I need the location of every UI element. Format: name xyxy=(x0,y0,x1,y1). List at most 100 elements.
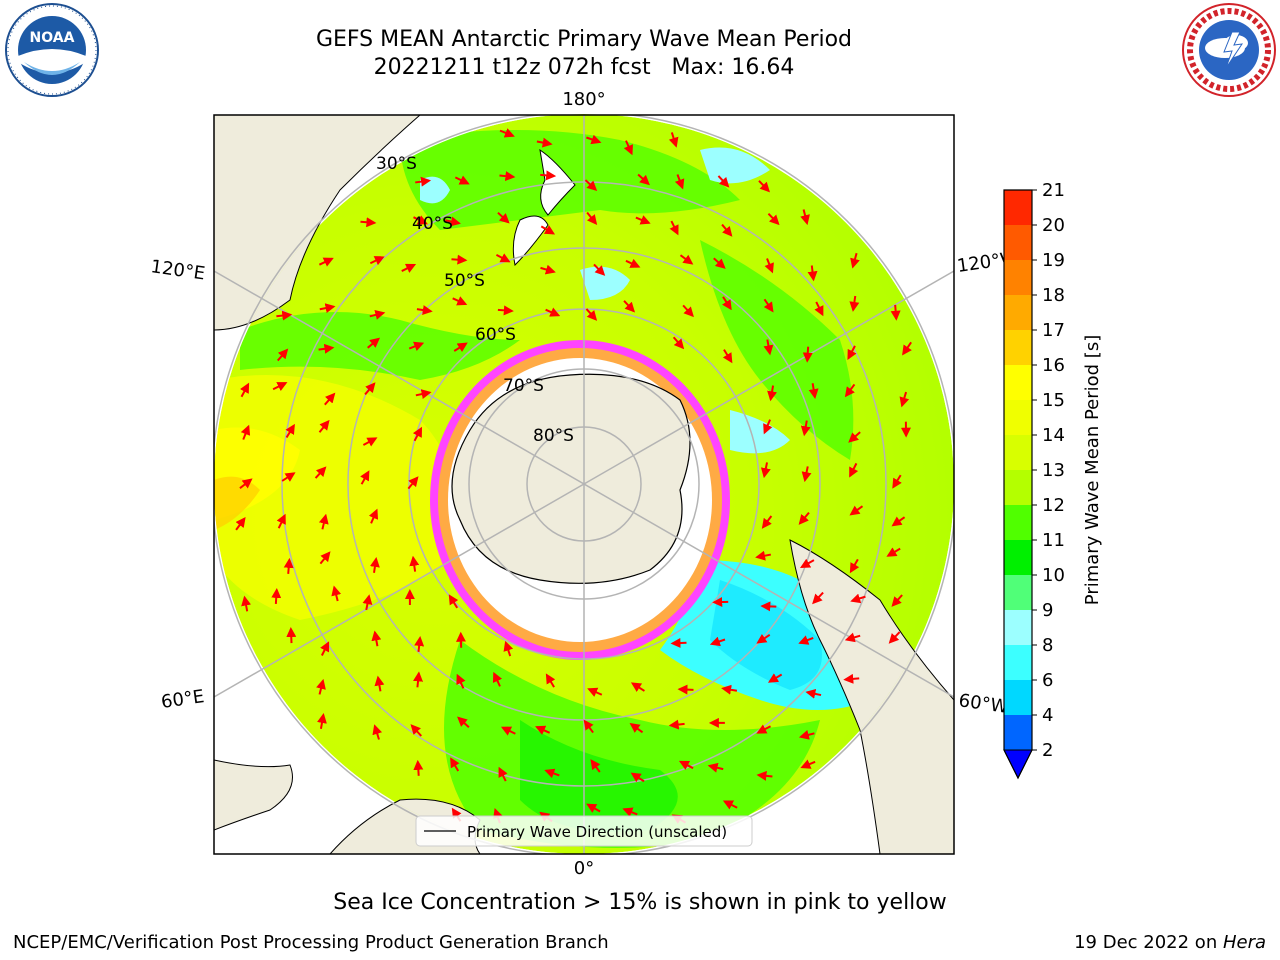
colorbar-block xyxy=(1004,505,1032,540)
lat-label-40s: 40°S xyxy=(412,214,453,234)
wave-direction-arrow xyxy=(677,684,694,695)
colorbar-block xyxy=(1004,680,1032,715)
wave-direction-arrow xyxy=(415,176,432,187)
wave-direction-arrow xyxy=(416,305,433,315)
wave-direction-arrow xyxy=(369,310,386,320)
colorbar-tick-label: 8 xyxy=(1042,635,1053,656)
wave-direction-arrow xyxy=(899,391,910,408)
wave-direction-arrow xyxy=(409,555,420,572)
colorbar-tick-label: 16 xyxy=(1042,355,1065,376)
wave-direction-arrow xyxy=(713,257,726,269)
wave-direction-arrow xyxy=(241,595,251,612)
wave-direction-arrow xyxy=(802,346,813,363)
footer-date: 19 Dec 2022 on Hera xyxy=(1074,932,1266,953)
wave-direction-arrow xyxy=(848,431,861,443)
wave-direction-arrow xyxy=(457,716,470,729)
wave-direction-arrow xyxy=(637,173,650,186)
wave-direction-arrow xyxy=(586,211,598,226)
wave-direction-arrow xyxy=(540,264,556,275)
wave-direction-arrow xyxy=(760,462,771,479)
wave-direction-arrow xyxy=(454,175,470,185)
wave-direction-arrow xyxy=(412,426,423,442)
noaa-logo: NOAA xyxy=(5,3,99,97)
wave-direction-arrow xyxy=(586,134,602,145)
wave-direction-arrow xyxy=(672,336,685,350)
wave-direction-arrow xyxy=(623,300,635,313)
colorbar-block xyxy=(1004,645,1032,680)
colorbar-block xyxy=(1004,260,1032,295)
colorbar-block xyxy=(1004,190,1032,225)
wave-direction-arrow xyxy=(670,638,687,648)
colorbar-tick-label: 15 xyxy=(1042,390,1065,411)
wave-direction-arrow xyxy=(360,217,377,228)
wave-direction-arrow xyxy=(415,389,432,400)
wave-direction-arrow xyxy=(239,478,253,489)
wave-direction-arrow xyxy=(801,466,812,483)
wave-direction-arrow xyxy=(807,265,818,282)
wave-direction-arrow xyxy=(886,547,901,557)
wave-direction-arrow xyxy=(536,137,553,148)
colorbar-label: Primary Wave Mean Period [s] xyxy=(1082,335,1103,605)
wave-direction-arrow xyxy=(843,673,860,684)
wave-direction-arrow xyxy=(450,757,460,772)
lat-label-30s: 30°S xyxy=(376,154,417,174)
wave-direction-arrow xyxy=(545,307,561,317)
wave-direction-arrow xyxy=(324,392,336,406)
colorbar-block xyxy=(1004,540,1032,575)
wave-direction-arrow xyxy=(499,171,516,182)
colorbar-tick-label: 17 xyxy=(1042,320,1065,341)
wave-direction-arrow xyxy=(374,675,385,692)
wave-direction-arrow xyxy=(318,513,329,530)
colorbar-tick-label: 10 xyxy=(1042,565,1065,586)
wave-direction-arrow xyxy=(314,466,327,479)
wave-direction-arrow xyxy=(590,759,601,773)
wave-direction-arrow xyxy=(499,128,515,138)
wave-direction-arrow xyxy=(805,688,822,699)
wave-direction-arrow xyxy=(364,382,376,396)
wave-direction-arrow xyxy=(319,303,336,314)
wave-direction-arrow xyxy=(623,140,633,156)
colorbar-blocks xyxy=(1003,189,1033,780)
colorbar-tick-label: 13 xyxy=(1042,460,1065,481)
wave-direction-arrow xyxy=(318,343,335,354)
wave-direction-arrow xyxy=(585,308,598,321)
figure-title: GEFS MEAN Antarctic Primary Wave Mean Pe… xyxy=(315,27,853,52)
wave-direction-arrow xyxy=(890,304,901,321)
wave-direction-arrow xyxy=(767,212,780,226)
wave-direction-arrow xyxy=(622,807,638,817)
wave-direction-arrow xyxy=(276,348,289,362)
wave-direction-arrow xyxy=(413,671,423,688)
lon-label-120e: 120°E xyxy=(149,256,206,284)
wave-direction-arrow xyxy=(758,180,770,193)
wave-direction-arrow xyxy=(540,170,557,181)
lon-label-60e: 60°E xyxy=(160,686,206,713)
wave-direction-arrow xyxy=(847,345,857,360)
colorbar-tick-label: 2 xyxy=(1042,740,1053,761)
wave-direction-arrow xyxy=(318,419,330,433)
wave-direction-arrow xyxy=(630,682,645,692)
wave-direction-arrow xyxy=(317,713,327,729)
map-frame xyxy=(213,114,955,855)
wave-direction-arrow xyxy=(593,263,606,276)
wave-direction-arrow xyxy=(369,556,380,573)
wave-direction-arrow xyxy=(630,772,645,783)
wave-direction-arrow xyxy=(448,594,459,609)
wave-direction-arrow xyxy=(500,726,516,736)
wave-direction-arrow xyxy=(586,803,601,813)
wave-direction-arrow xyxy=(763,298,774,313)
colorbar-block xyxy=(1004,435,1032,470)
wave-direction-arrow xyxy=(453,342,468,353)
wave-direction-arrow xyxy=(722,349,733,364)
colorbar-block xyxy=(1004,295,1032,330)
colorbar-extend-min xyxy=(1003,749,1033,780)
wave-direction-arrow xyxy=(503,640,514,657)
figure-subtitle: 20221211 t12z 072h fcst Max: 16.64 xyxy=(373,55,795,80)
colorbar-block xyxy=(1004,470,1032,505)
wave-direction-arrow xyxy=(814,301,824,317)
wave-direction-arrow xyxy=(764,258,774,274)
footer-credit: NCEP/EMC/Verification Post Processing Pr… xyxy=(13,932,609,953)
wave-direction-arrow xyxy=(367,337,381,349)
wave-direction-arrow xyxy=(668,719,685,730)
wave-direction-arrow xyxy=(808,383,819,400)
